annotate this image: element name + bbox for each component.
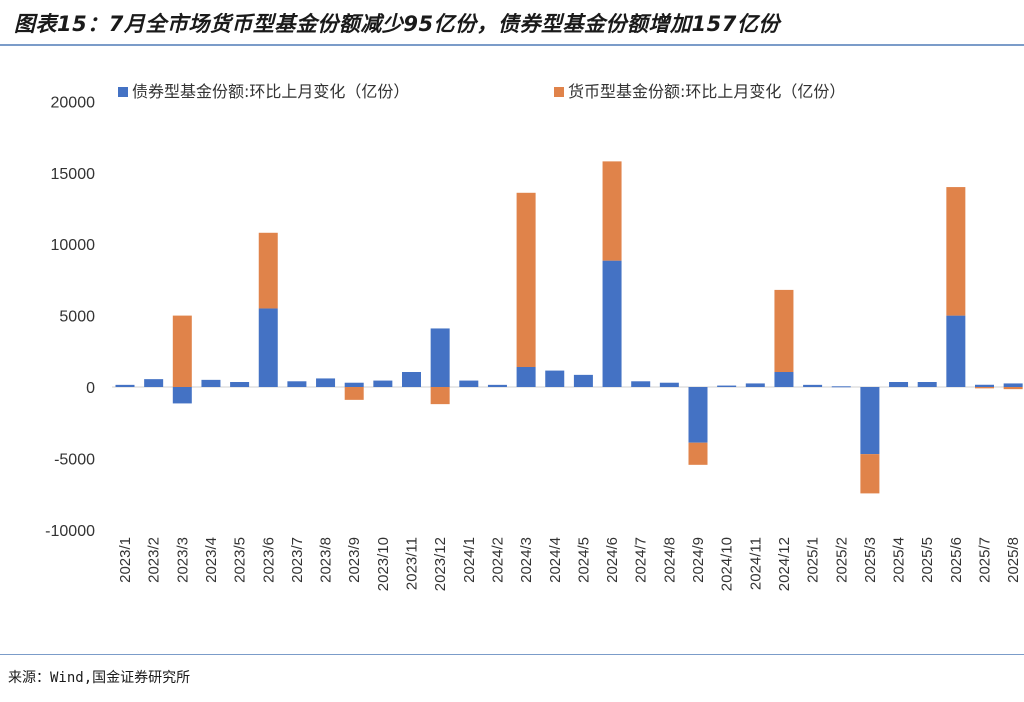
legend-bond-swatch [118, 87, 128, 97]
x-tick-label: 2024/4 [547, 537, 564, 583]
x-tick-label: 2025/8 [1005, 537, 1022, 583]
y-tick-label: 5000 [59, 309, 95, 326]
money-bar [172, 315, 192, 387]
chart-title: 图表15：7月全市场货币型基金份额减少95亿份，债券型基金份额增加157亿份 [14, 12, 780, 36]
title-divider [0, 44, 1024, 46]
bond-bar [545, 370, 565, 387]
bond-bar [230, 382, 250, 387]
x-tick-label: 2025/4 [891, 537, 908, 583]
legend-money-swatch [554, 87, 564, 97]
bond-bar [402, 372, 421, 387]
x-tick-label: 2024/1 [461, 537, 478, 583]
y-tick-label: -5000 [54, 451, 95, 468]
x-tick-label: 2023/7 [289, 537, 306, 583]
y-tick-label: 0 [86, 380, 95, 397]
legend-bond-label: 债券型基金份额:环比上月变化（亿份） [132, 82, 409, 101]
bond-bar [688, 387, 708, 443]
x-tick-label: 2023/6 [260, 537, 277, 583]
x-tick-label: 2023/2 [146, 537, 163, 583]
legend-money-label: 货币型基金份额:环比上月变化（亿份） [568, 82, 845, 101]
bond-bar [860, 387, 880, 455]
bond-bar [573, 374, 593, 387]
x-tick-label: 2024/12 [776, 537, 793, 591]
x-tick-label: 2024/10 [719, 537, 736, 591]
bond-bar [659, 382, 679, 387]
bond-bar [516, 367, 536, 387]
x-tick-label: 2023/3 [174, 537, 191, 583]
x-tick-label: 2023/4 [203, 537, 220, 583]
bond-bar [1003, 383, 1023, 387]
bond-bar [430, 328, 450, 387]
money-bar [602, 161, 622, 261]
y-tick-label: 10000 [51, 237, 96, 254]
bond-bar [917, 382, 937, 387]
money-bar [688, 442, 708, 465]
bond-bar [316, 378, 336, 387]
bond-bar [745, 383, 765, 387]
x-tick-label: 2024/3 [518, 537, 535, 583]
bond-bar [487, 384, 507, 387]
legend: 债券型基金份额:环比上月变化（亿份） 货币型基金份额:环比上月变化（亿份） [118, 82, 845, 101]
bond-bar [373, 380, 393, 387]
y-tick-label: 15000 [51, 166, 96, 183]
bond-bar [889, 382, 909, 387]
x-tick-label: 2024/7 [633, 537, 650, 583]
x-tick-label: 2023/11 [404, 537, 421, 590]
bond-bar [803, 384, 823, 387]
x-tick-label: 2023/9 [346, 537, 363, 583]
footer-divider [0, 654, 1024, 655]
x-tick-label: 2024/11 [747, 537, 764, 590]
bond-bar [201, 379, 221, 387]
y-tick-label: -10000 [45, 523, 95, 540]
money-bar [860, 454, 880, 494]
x-axis: 2023/1 2023/2 2023/3 2023/4 2023/5 2023/6 2023… [117, 537, 1022, 591]
money-bar [344, 387, 364, 400]
y-axis: 20000 15000 10000 5000 0 -5000 -10000 [45, 94, 1010, 540]
x-tick-label: 2025/5 [919, 537, 936, 583]
bond-bar [717, 385, 737, 387]
x-tick-label: 2024/2 [489, 537, 506, 583]
money-bar [430, 387, 450, 405]
bars [115, 161, 1023, 494]
x-tick-label: 2024/6 [604, 537, 621, 583]
bond-bar [774, 372, 794, 387]
x-tick-label: 2025/7 [977, 537, 994, 583]
bond-bar [344, 382, 364, 387]
x-tick-label: 2023/5 [232, 537, 249, 583]
money-bar [946, 187, 966, 316]
bond-bar [946, 315, 966, 387]
money-bar [975, 387, 994, 389]
bond-bar [459, 380, 479, 387]
x-tick-label: 2025/2 [833, 537, 850, 583]
y-tick-label: 20000 [51, 94, 96, 111]
x-tick-label: 2024/9 [690, 537, 707, 583]
bond-bar [258, 308, 278, 387]
x-tick-label: 2025/3 [862, 537, 879, 583]
x-tick-label: 2023/10 [375, 537, 392, 591]
source-note: 来源：Wind,国金证券研究所 [8, 670, 191, 686]
stacked-bar-chart: 债券型基金份额:环比上月变化（亿份） 货币型基金份额:环比上月变化（亿份） 200… [45, 82, 1023, 591]
x-tick-label: 2025/1 [805, 537, 822, 583]
bond-bar [115, 384, 135, 387]
money-bar [258, 232, 278, 309]
bond-bar [172, 387, 192, 404]
bond-bar [602, 260, 622, 387]
bond-bar [831, 386, 851, 388]
bond-bar [287, 381, 307, 387]
x-tick-label: 2023/12 [432, 537, 449, 591]
bond-bar [975, 384, 994, 387]
x-tick-label: 2024/5 [575, 537, 592, 583]
x-tick-label: 2023/8 [318, 537, 335, 583]
x-tick-label: 2023/1 [117, 537, 134, 583]
money-bar [1003, 387, 1023, 390]
money-bar [774, 289, 794, 373]
bond-bar [144, 379, 164, 387]
x-tick-label: 2025/6 [948, 537, 965, 583]
bond-bar [631, 381, 651, 387]
money-bar [516, 192, 536, 368]
x-tick-label: 2024/8 [661, 537, 678, 583]
